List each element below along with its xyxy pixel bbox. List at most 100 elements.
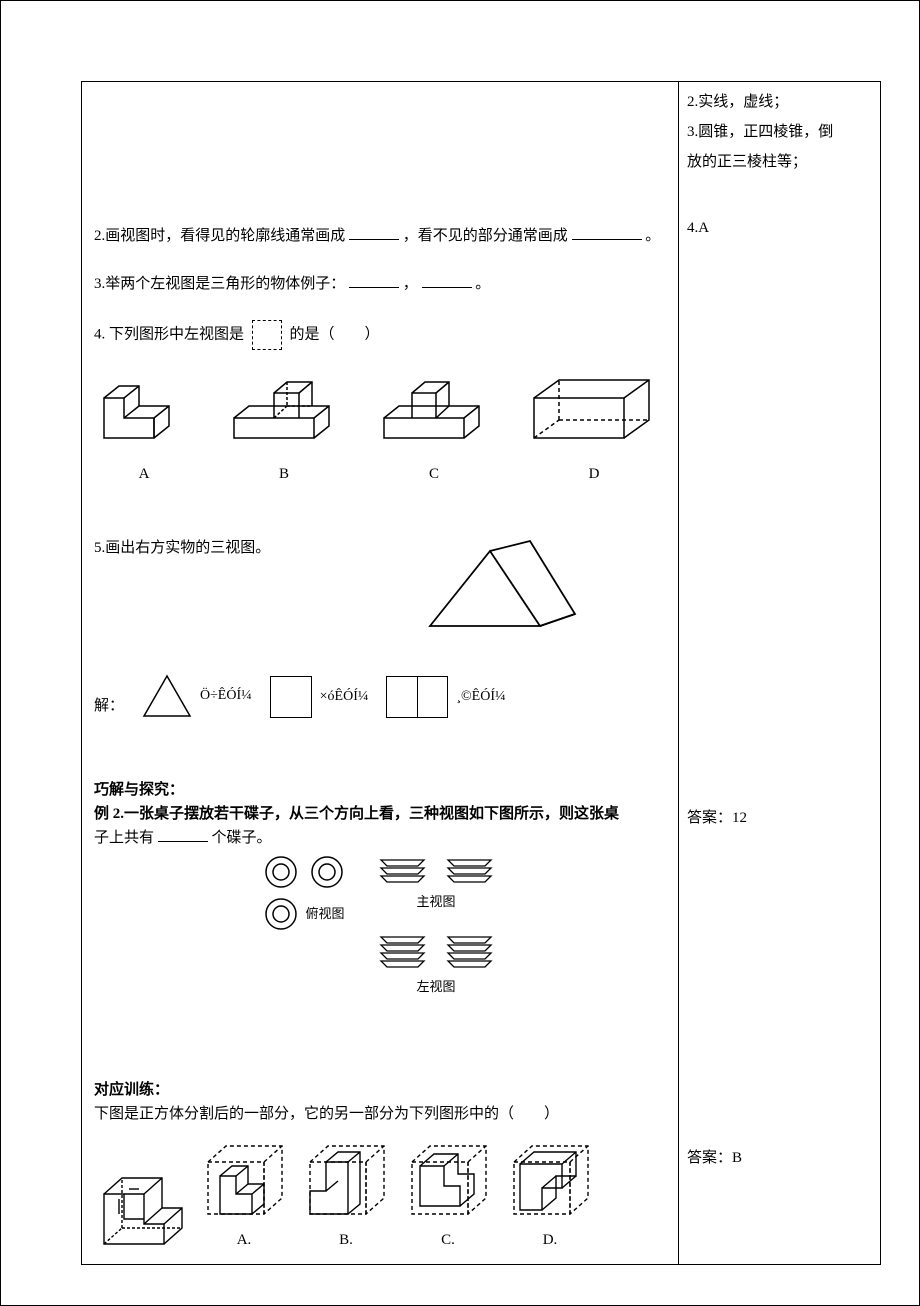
page: 2.画视图时，看得见的轮廓线通常画成 ，看不见的部分通常画成 。 3.举两个左视…: [0, 0, 920, 1306]
q3-text-a: 3.举两个左视图是三角形的物体例子：: [94, 276, 345, 292]
q3-text-c: 。: [475, 276, 490, 292]
double-circle-icon: [263, 854, 299, 890]
plate-stack-icon: [442, 854, 497, 888]
sidebar-train-ans: 答案：B: [687, 1146, 872, 1170]
q4-shape-c: C: [374, 368, 494, 486]
block-c-icon: [374, 368, 494, 448]
plate-stack-tall-icon: [375, 933, 430, 973]
sidebar-ans4: 4.A: [687, 216, 872, 240]
training-option-a: A.: [196, 1136, 292, 1252]
q4-shape-b: B: [224, 368, 344, 486]
question-5: 5.画出右方实物的三视图。 解：: [94, 536, 666, 718]
training-label-c: C.: [441, 1228, 455, 1252]
ex2-blank: [158, 826, 208, 842]
left-view-caption: 左视图: [416, 977, 455, 998]
ex2-line2: 子上共有 个碟子。: [94, 826, 666, 850]
q4-label-c: C: [429, 462, 439, 486]
sidebar-gap-1: [687, 180, 872, 216]
q4-text-a: 4. 下列图形中左视图是: [94, 326, 244, 342]
question-2: 2.画视图时，看得见的轮廓线通常画成 ，看不见的部分通常画成 。: [94, 224, 666, 248]
q4-shape-d: D: [524, 368, 664, 486]
q5-row: 5.画出右方实物的三视图。: [94, 536, 666, 644]
sidebar-ans3a: 3.圆锥，正四棱锥，倒: [687, 120, 872, 144]
left-view-pair: [375, 933, 497, 973]
q4-shapes-row: A: [94, 368, 666, 486]
circles-bottom-row: 俯视图: [263, 896, 344, 932]
q2-blank-2: [572, 224, 642, 240]
cube-option-d-icon: [502, 1136, 598, 1224]
sidebar-gap-3: [687, 836, 872, 1146]
training-option-b: B.: [298, 1136, 394, 1252]
double-circle-icon: [263, 896, 299, 932]
top-spacer: [94, 90, 666, 200]
training-label-d: D.: [543, 1228, 558, 1252]
block-b-icon: [224, 368, 344, 448]
training-label-a: A.: [237, 1228, 252, 1252]
q5-view-label-2: ×óÊÓÍ¼: [320, 686, 369, 708]
q2-text-a: 2.画视图时，看得见的轮廓线通常画成: [94, 228, 345, 244]
section-skill-title: 巧解与探究：: [94, 778, 666, 802]
front-view-caption: 主视图: [416, 892, 455, 913]
training-shapes-row: A.: [94, 1136, 666, 1252]
main-column: 2.画视图时，看得见的轮廓线通常画成 ，看不见的部分通常画成 。 3.举两个左视…: [82, 82, 679, 1264]
sidebar-ans2: 2.实线，虚线；: [687, 90, 872, 114]
training-option-d: D.: [502, 1136, 598, 1252]
q5-side-view: ×óÊÓÍ¼: [270, 676, 369, 718]
q4-text-b: 的是（ ）: [290, 326, 380, 342]
left-view-group: 左视图: [375, 933, 497, 998]
ex2-figures: 俯视图: [94, 854, 666, 998]
ex2-line1: 例 2.一张桌子摆放若干碟子，从三个方向上看，三种视图如下图所示，则这张桌: [94, 802, 666, 826]
plate-stack-icon: [375, 854, 430, 888]
plate-stack-tall-icon: [442, 933, 497, 973]
cube-option-a-icon: [196, 1136, 292, 1224]
q3-blank-1: [349, 272, 399, 288]
front-view-pair: [375, 854, 497, 888]
square-icon: [270, 676, 312, 718]
training-text: 下图是正方体分割后的一部分，它的另一部分为下列图形中的（ ）: [94, 1102, 666, 1126]
dashed-square-icon: [252, 320, 282, 350]
q4-label-d: D: [589, 462, 600, 486]
sidebar-ans3b: 放的正三棱柱等；: [687, 150, 872, 174]
q5-front-view: Ö÷ÊÓÍ¼: [142, 674, 252, 718]
q2-text-c: 。: [645, 228, 660, 244]
front-view-group: 主视图: [375, 854, 497, 913]
split-square-icon: [386, 676, 448, 718]
q5-view-label-3: ¸©ÊÓÍ¼: [456, 686, 505, 708]
plates-column: 主视图: [375, 854, 497, 998]
top-view-caption: 俯视图: [305, 904, 344, 925]
q4-shape-a: A: [94, 368, 194, 486]
q3-blank-2: [422, 272, 472, 288]
cuboid-icon: [524, 368, 664, 448]
sidebar-gap-2: [687, 246, 872, 806]
q5-ans-prefix: 解：: [94, 694, 124, 718]
triangular-prism-icon: [420, 536, 580, 636]
question-4: 4. 下列图形中左视图是 的是（ ）: [94, 320, 666, 486]
ex2-line2b: 个碟子。: [212, 830, 272, 846]
q4-label-b: B: [279, 462, 289, 486]
q5-prism: [420, 536, 580, 644]
q3-text-b: ，: [403, 276, 418, 292]
q2-blank-1: [349, 224, 399, 240]
q5-top-view: ¸©ÊÓÍ¼: [386, 676, 505, 718]
ex2-line2a: 子上共有: [94, 830, 154, 846]
ex2-line1-text: 例 2.一张桌子摆放若干碟子，从三个方向上看，三种视图如下图所示，则这张桌: [94, 806, 619, 822]
cube-piece-icon: [94, 1164, 190, 1252]
sidebar-ex2-ans: 答案：12: [687, 806, 872, 830]
double-circle-icon: [309, 854, 345, 890]
top-view-circles: 俯视图: [263, 854, 345, 932]
q2-text-b: ，看不见的部分通常画成: [403, 228, 568, 244]
q4-label-a: A: [139, 462, 150, 486]
training-label-b: B.: [339, 1228, 353, 1252]
q5-answer-row: 解： Ö÷ÊÓÍ¼ ×óÊÓÍ¼ ¸©ÊÓÍ¼: [94, 674, 666, 718]
cube-option-b-icon: [298, 1136, 394, 1224]
l-prism-icon: [94, 368, 194, 448]
sidebar-column: 2.实线，虚线； 3.圆锥，正四棱锥，倒 放的正三棱柱等； 4.A 答案：12 …: [679, 82, 880, 1264]
question-3: 3.举两个左视图是三角形的物体例子： ， 。: [94, 272, 666, 296]
triangle-icon: [142, 674, 192, 718]
training-option-c: C.: [400, 1136, 496, 1252]
q5-view-label-1: Ö÷ÊÓÍ¼: [200, 685, 252, 707]
cube-option-c-icon: [400, 1136, 496, 1224]
q5-text: 5.画出右方实物的三视图。: [94, 536, 270, 560]
two-column-layout: 2.画视图时，看得见的轮廓线通常画成 ，看不见的部分通常画成 。 3.举两个左视…: [81, 81, 881, 1265]
training-original: [94, 1164, 190, 1252]
